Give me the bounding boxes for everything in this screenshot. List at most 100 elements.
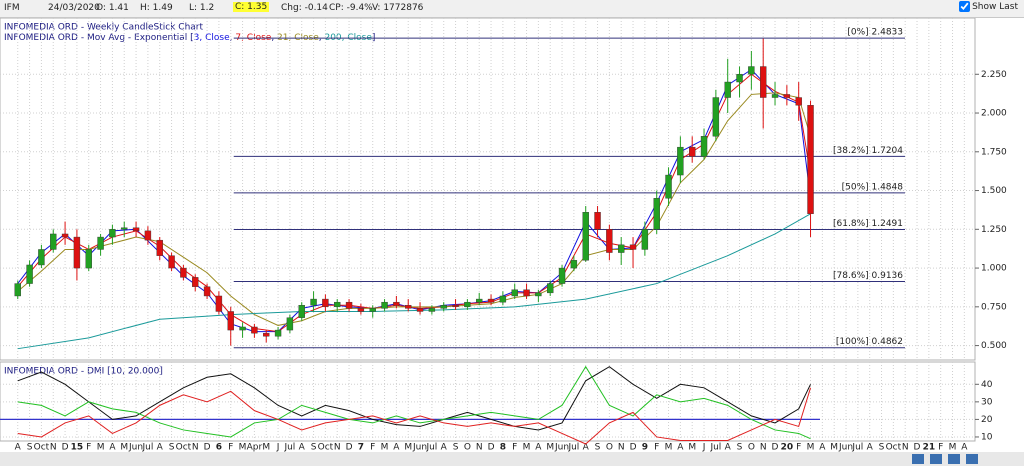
candle-body <box>286 317 294 331</box>
x-tick-label: A <box>961 443 968 453</box>
close: C: 1.35 <box>233 2 270 12</box>
zoom-in-button[interactable] <box>948 454 960 464</box>
x-tick-label: J <box>276 443 280 453</box>
candle-body <box>535 292 542 297</box>
x-tick-label: S <box>879 443 885 453</box>
x-tick-label: A <box>109 443 116 453</box>
candle-body <box>641 229 649 250</box>
x-tick-label: Oct <box>176 443 192 453</box>
x-tick-label: 15 <box>71 443 84 453</box>
x-tick-label: A <box>677 443 684 453</box>
candle-body <box>629 244 637 250</box>
candle-body <box>582 212 589 261</box>
x-tick-label: S <box>311 443 317 453</box>
y-tick-label: 1.750 <box>981 147 1007 157</box>
candle-body <box>606 229 613 253</box>
x-tick-label: F <box>228 443 233 453</box>
x-tick-label: Oct <box>886 443 902 453</box>
x-tick-label: D <box>914 443 921 453</box>
x-tick-label: F <box>512 443 517 453</box>
ma-legend-separator: , <box>271 33 277 43</box>
show-last-option[interactable]: Show Last <box>959 1 1018 12</box>
x-tick-label: N <box>50 443 57 453</box>
x-tick-label: Jul <box>851 443 863 453</box>
y-tick-label: 20 <box>981 415 993 425</box>
x-tick-label: N <box>902 443 909 453</box>
y-tick-label: 10 <box>981 432 993 442</box>
x-tick-label: N <box>760 443 767 453</box>
toolbar: IFM 24/03/2020 O: 1.41 H: 1.49 L: 1.2 C:… <box>0 0 1024 18</box>
dmi-line <box>17 365 811 440</box>
x-tick-label: Jun <box>838 443 853 453</box>
legend-entry: 200, Close <box>324 33 372 43</box>
scroll-bar[interactable] <box>0 452 1024 466</box>
x-tick-label: F <box>370 443 375 453</box>
x-tick-label: Jun <box>412 443 427 453</box>
ma-legend-suffix: ] <box>372 33 376 43</box>
candle-body <box>168 255 175 269</box>
candle-body <box>50 233 57 250</box>
show-last-checkbox[interactable] <box>959 1 971 12</box>
ma-legend: INFOMEDIA ORD - Mov Avg - Exponential [3… <box>4 33 375 43</box>
ma-legend-separator: , <box>319 33 325 43</box>
x-tick-label: A <box>299 443 306 453</box>
y-tick-label: 2.250 <box>981 70 1007 80</box>
x-tick-label: N <box>192 443 199 453</box>
candle-body <box>274 329 282 337</box>
candle-body <box>511 289 518 297</box>
volume: V: 1772876 <box>372 3 424 13</box>
x-tick-label: O <box>606 443 613 453</box>
x-tick-label: A <box>441 443 448 453</box>
change: Chg: -0.14 <box>281 3 328 13</box>
x-tick-label: N <box>476 443 483 453</box>
x-tick-label: F <box>86 443 91 453</box>
x-tick-label: M <box>239 443 247 453</box>
dmi-title: INFOMEDIA ORD - DMI [10, 20.000] <box>4 367 163 377</box>
candle-body <box>203 286 211 297</box>
x-tick-label: F <box>938 443 943 453</box>
candle-body <box>26 264 33 284</box>
x-tick-label: A <box>725 443 732 453</box>
x-tick-label: M <box>807 443 815 453</box>
fib-label: [100%] 0.4862 <box>836 337 903 347</box>
x-tick-label: S <box>737 443 743 453</box>
date: 24/03/2020 <box>48 3 100 13</box>
x-tick-label: M <box>665 443 673 453</box>
candle-body <box>653 198 660 230</box>
candle-body <box>724 81 731 98</box>
ma-legend-separator: , <box>230 33 236 43</box>
change-pct: CP: -9.4% <box>329 3 373 13</box>
low: L: 1.2 <box>189 3 215 13</box>
x-tick-label: 8 <box>500 443 506 453</box>
candle-body <box>85 249 92 269</box>
x-tick-label: A <box>819 443 826 453</box>
x-tick-label: D <box>204 443 211 453</box>
y-tick-label: 1.000 <box>981 264 1007 274</box>
candle-body <box>263 332 270 337</box>
x-tick-label: Jul <box>141 443 153 453</box>
x-tick-label: S <box>27 443 33 453</box>
x-tick-label: M <box>404 443 412 453</box>
x-tick-label: S <box>453 443 459 453</box>
candle-body <box>215 295 223 312</box>
x-tick-label: Jul <box>425 443 437 453</box>
candle-body <box>322 298 329 308</box>
x-tick-label: 21 <box>923 443 936 453</box>
legend-entry: 21, Close <box>277 33 319 43</box>
x-tick-label: Jun <box>554 443 569 453</box>
ma-legend-prefix: INFOMEDIA ORD - Mov Avg - Exponential [ <box>4 33 194 43</box>
x-tick-label: D <box>62 443 69 453</box>
zoom-out-button[interactable] <box>930 454 942 464</box>
scroll-end-button[interactable] <box>966 454 978 464</box>
price-panel <box>0 18 976 361</box>
y-tick-label: 0.750 <box>981 302 1007 312</box>
candle-body <box>97 236 104 250</box>
candle-body <box>783 94 791 98</box>
candle-body <box>180 267 187 278</box>
candle-body <box>748 66 755 75</box>
x-tick-label: Jul <box>709 443 721 453</box>
scroll-button[interactable] <box>912 454 924 464</box>
x-tick-label: 9 <box>642 443 648 453</box>
x-tick-label: D <box>488 443 495 453</box>
